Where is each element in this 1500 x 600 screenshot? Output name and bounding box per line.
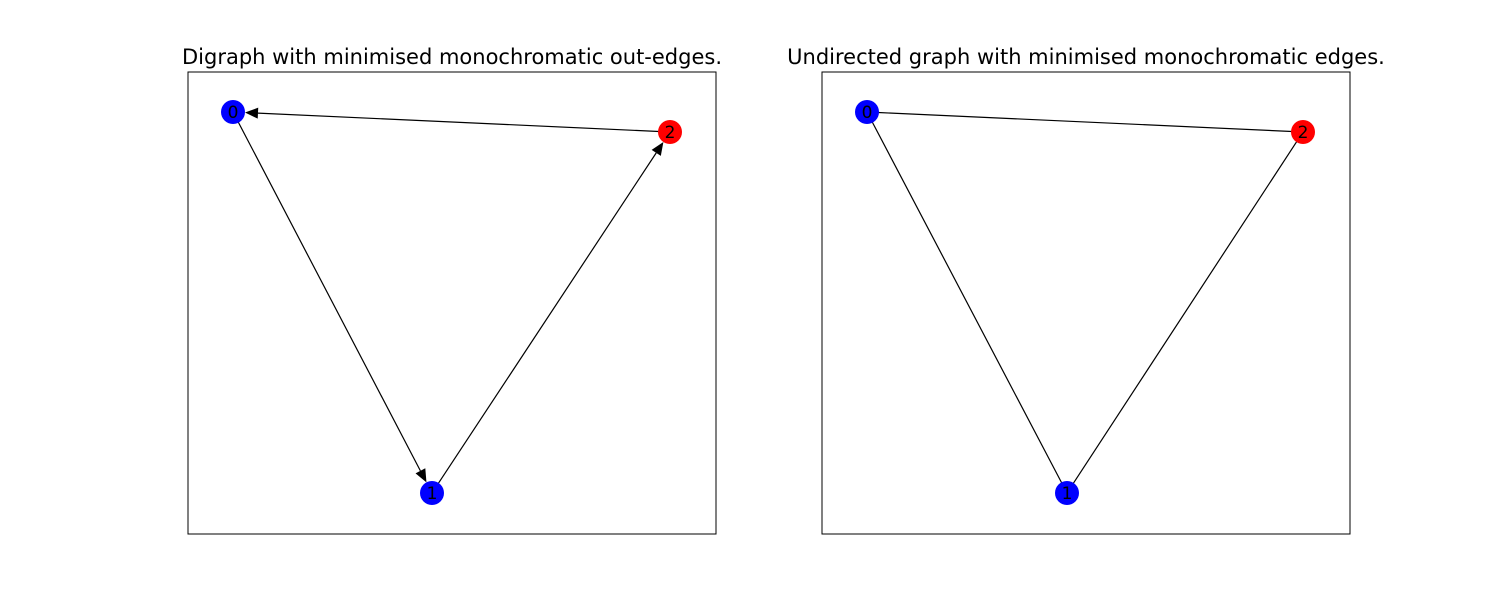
node-label-2: 2 <box>1298 123 1309 143</box>
node-label-1: 1 <box>427 484 438 504</box>
node-1 <box>1055 481 1079 505</box>
edge-1-2 <box>437 152 657 485</box>
node-2 <box>1291 120 1315 144</box>
undirected-graph-panel: 0 1 2 <box>821 71 1351 535</box>
node-0 <box>221 100 245 124</box>
arrowhead-0-1 <box>415 468 427 483</box>
axes-frame <box>821 71 1351 535</box>
panel-title-digraph: Digraph with minimised monochromatic out… <box>182 45 722 69</box>
axes-frame <box>187 71 717 535</box>
panel-title-undirected: Undirected graph with minimised monochro… <box>787 45 1385 69</box>
node-1 <box>420 481 444 505</box>
arrowhead-2-0 <box>244 107 259 119</box>
node-2 <box>658 120 682 144</box>
edge-2-0 <box>257 112 660 133</box>
node-label-2: 2 <box>665 123 676 143</box>
node-label-1: 1 <box>1062 484 1073 504</box>
node-0 <box>855 100 879 124</box>
edge-0-1 <box>237 121 421 472</box>
digraph-panel: 0 1 2 <box>187 71 717 535</box>
node-label-0: 0 <box>862 103 873 123</box>
edge-0-1 <box>871 121 1063 484</box>
edge-1-2 <box>1072 140 1298 485</box>
arrowhead-1-2 <box>651 142 664 156</box>
node-label-0: 0 <box>228 103 239 123</box>
edge-2-0 <box>877 111 1293 133</box>
